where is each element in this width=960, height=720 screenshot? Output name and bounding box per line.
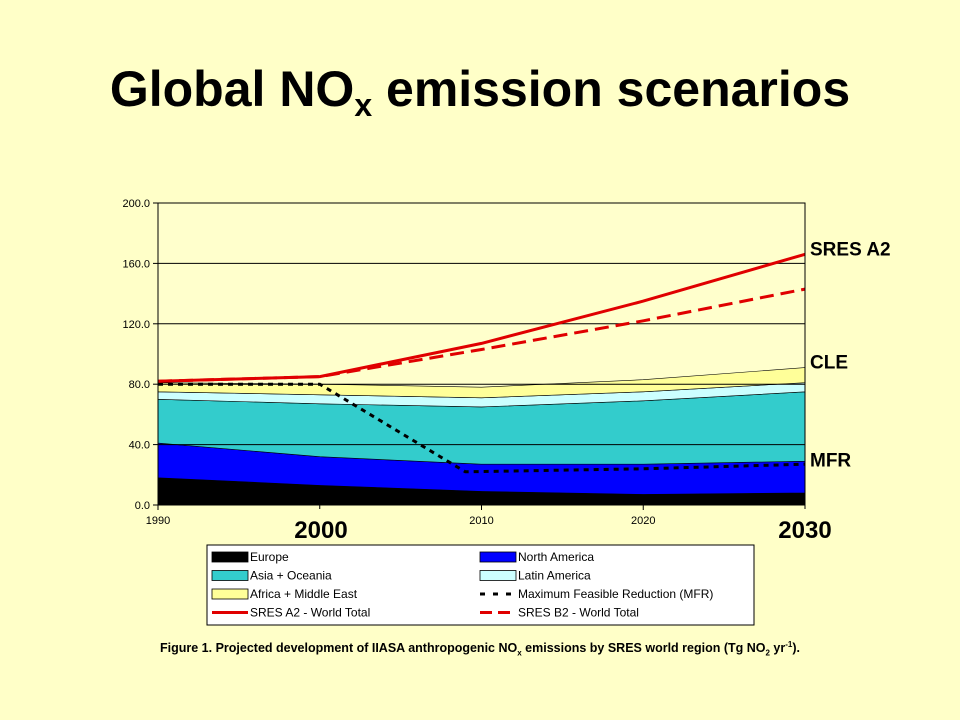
line-maximum-feasible-reduction-mfr- [158, 382, 806, 474]
y-tick-label: 40.0 [129, 440, 150, 452]
legend-item-sres-a2-world-total-label: SRES A2 - World Total [250, 606, 370, 620]
big-year-label-bg [771, 509, 839, 545]
annotation-mfr: MFR [810, 451, 851, 472]
y-tick-label: 80.0 [129, 379, 150, 391]
legend-item-north-america-label: North America [518, 550, 594, 564]
x-tick-label: 2020 [631, 515, 655, 527]
caption-text-3: yr [769, 641, 786, 656]
caption-text-1: Figure 1. Projected development of IIASA… [160, 641, 518, 656]
x-tick-label: 2010 [469, 515, 493, 527]
emissions-chart: 0.0 40.0 80.0 120.0 160.0 200.0 1990 2000 2010 20… [122, 198, 891, 626]
title-subscript: x [354, 87, 373, 123]
y-tick-label: 0.0 [135, 500, 150, 512]
caption-sub-1: x [517, 648, 522, 658]
y-tick-label: 200.0 [122, 198, 150, 210]
legend-item-north-america-swatch [479, 551, 517, 563]
slide-title: Global NOx emission scenarios [0, 60, 960, 124]
big-year-label-2000: 2000 [294, 517, 347, 544]
caption-sub-2: 2 [765, 648, 770, 658]
x-tick-label: 1990 [146, 515, 170, 527]
legend-item-africa-middle-east-swatch [211, 588, 249, 600]
legend-item-europe-label: Europe [250, 550, 289, 564]
annotation-sres-a2: SRES A2 [810, 239, 891, 260]
legend-item-latin-america-swatch [479, 570, 517, 581]
annotation-cle: CLE [810, 353, 848, 374]
legend-item-asia-oceania-swatch [211, 570, 249, 581]
y-tick-label: 160.0 [122, 258, 150, 270]
legend-item-sres-b2-world-total-label: SRES B2 - World Total [518, 606, 639, 620]
legend-item-maximum-feasible-reduction-mfr--label: Maximum Feasible Reduction (MFR) [518, 587, 713, 601]
legend-item-europe-swatch [211, 551, 249, 563]
caption-text-4: ). [792, 641, 800, 656]
title-main: Global NO [109, 61, 355, 117]
caption-sup-1: -1 [785, 640, 793, 649]
y-tick-label: 120.0 [122, 319, 150, 331]
big-year-label-2030: 2030 [778, 517, 831, 544]
legend-item-asia-oceania-label: Asia + Oceania [250, 569, 332, 583]
big-year-label-bg [287, 509, 355, 545]
caption-text-2: emissions by SRES world region (Tg NO [521, 641, 766, 656]
figure-caption: Figure 1. Projected development of IIASA… [0, 640, 960, 658]
legend-item-latin-america-label: Latin America [518, 569, 591, 583]
legend-item-africa-middle-east-label: Africa + Middle East [250, 587, 358, 601]
title-rest: emission scenarios [372, 61, 851, 117]
line-sres-b2-world-total [157, 287, 806, 383]
